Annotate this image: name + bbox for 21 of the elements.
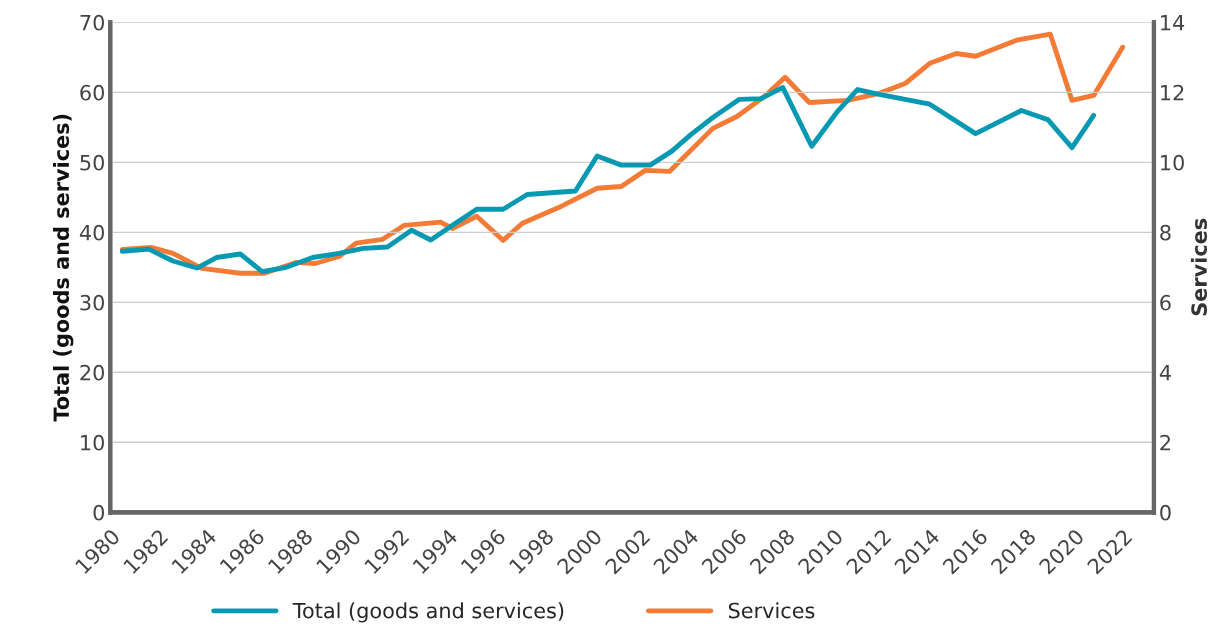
y-tick-label: 50 xyxy=(80,154,105,171)
y2-tick-label: 6 xyxy=(1160,294,1171,311)
y2-tick-label: 2 xyxy=(1160,434,1170,451)
legend-label: Total (goods and services) xyxy=(292,602,564,623)
y-tick-label: 20 xyxy=(80,364,105,381)
y-tick-label: 60 xyxy=(80,84,105,101)
line-series xyxy=(119,85,1097,274)
y-tick-label: 0 xyxy=(93,504,105,521)
y-axis-title: Total (goods and services) xyxy=(53,114,74,422)
y2-tick-label: 14 xyxy=(1161,15,1185,31)
legend-label: Services xyxy=(728,602,815,619)
y-tick-label: 40 xyxy=(79,224,105,241)
y-tick-label: 10 xyxy=(81,434,105,451)
y2-tick-label: 10 xyxy=(1161,154,1184,171)
y2-tick-label: 8 xyxy=(1160,224,1171,241)
y2-axis-title: Services xyxy=(1190,218,1207,316)
y-tick-label: 70 xyxy=(80,14,105,31)
y2-tick-label: 12 xyxy=(1161,84,1184,101)
y2-tick-label: 0 xyxy=(1160,504,1171,521)
y-tick-label: 30 xyxy=(80,294,105,311)
y2-tick-label: 4 xyxy=(1159,365,1171,381)
